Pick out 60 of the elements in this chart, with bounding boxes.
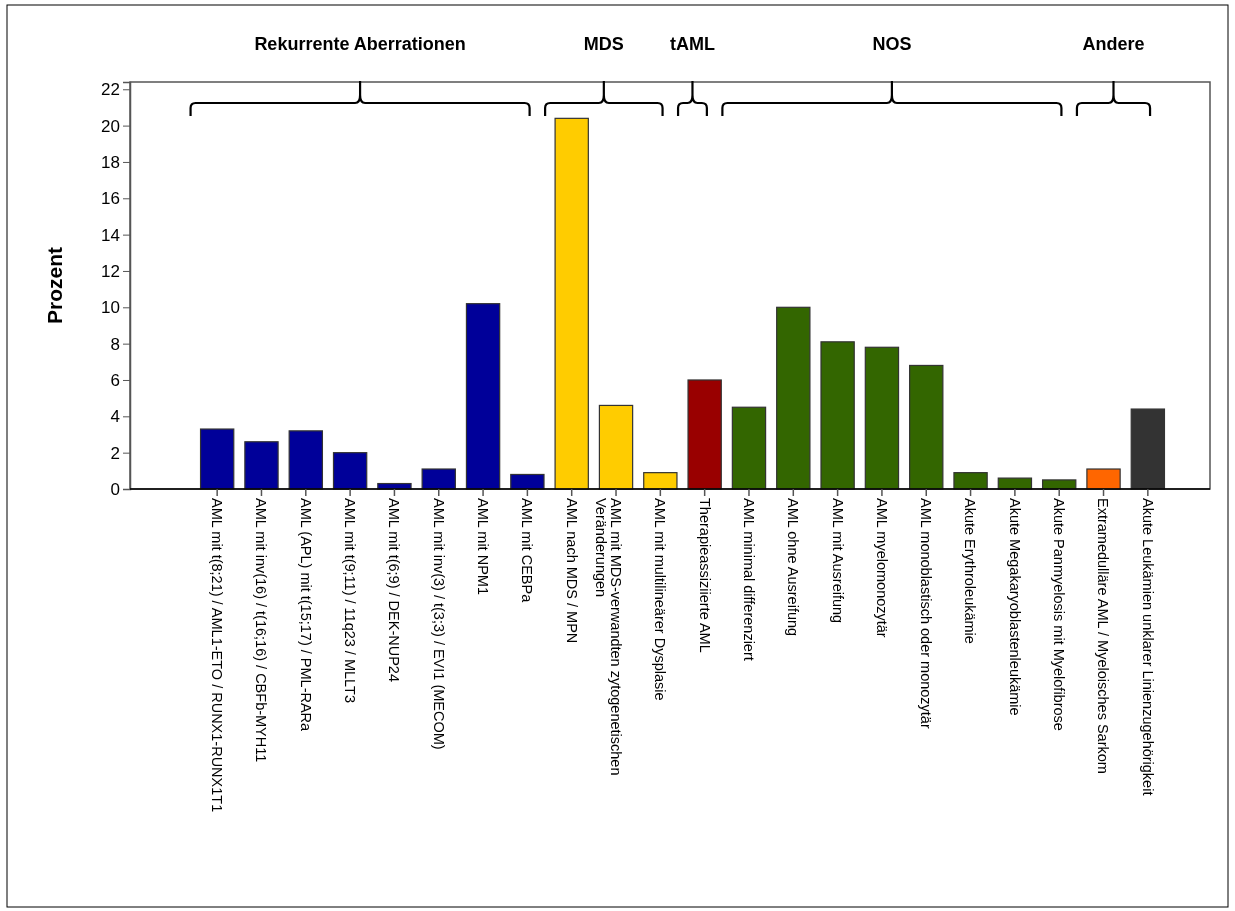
x-tick-label: Therapieassiziierte AML [696, 498, 713, 653]
x-tick-label: Extramedulläre AML / Myeloisches Sarkom [1095, 498, 1112, 774]
y-tick-label: 10 [101, 298, 120, 318]
x-tick-label: Akute Erythroleukämie [962, 498, 979, 644]
bar [1130, 408, 1166, 490]
x-tick-label: Akute Panmyelosis mit Myelofibrose [1051, 498, 1068, 731]
x-tick-label: AML mit Ausreifung [829, 498, 846, 624]
y-axis-title: Prozent [43, 246, 66, 325]
x-tick-label: AML mit NPM1 [474, 498, 491, 595]
x-tick-label: AML ohne Ausreifung [785, 498, 802, 637]
x-tick-label: AML mit t(8;21) / AML1-ETO / RUNX1-RUNX1T1 [209, 498, 226, 813]
bar [643, 472, 678, 490]
bar [687, 379, 722, 490]
x-tick-label: AML monoblastisch oder monozytär [918, 498, 935, 729]
x-tick-label: Akute Leukämien unklarer Linienzugehörigkeit [1139, 498, 1156, 796]
bar [465, 303, 501, 490]
x-tick-label: AML minimal differenziert [740, 498, 757, 661]
y-tick-label: 0 [110, 479, 120, 499]
y-tick-label: 4 [110, 407, 120, 427]
x-tick-label: AML myelomonozytär [873, 498, 890, 638]
x-tick-label: AML mit inv(16) / t(16;16) / CBFb-MYH11 [253, 498, 270, 763]
text: MDS [583, 34, 624, 54]
x-tick-label: AML mit t(6;9) / DEK-NUP24 [386, 498, 403, 682]
y-tick-label: 12 [101, 261, 120, 281]
bar [510, 473, 545, 490]
y-tick-label: 22 [101, 80, 120, 100]
bar [421, 468, 456, 490]
y-tick-label: 18 [101, 152, 120, 172]
x-tick-label: Akute Megakaryoblastenleukämie [1006, 498, 1023, 716]
y-tick-label: 16 [101, 189, 120, 209]
bar [288, 430, 324, 490]
bar [820, 341, 855, 490]
bar [909, 364, 944, 490]
text: Rekurrente Aberrationen [254, 34, 466, 54]
text: tAML [669, 34, 715, 54]
bar [953, 472, 988, 490]
y-tick-label: 8 [110, 334, 120, 354]
bar [864, 346, 900, 490]
text: Andere [1082, 34, 1145, 54]
bar [731, 406, 767, 490]
bar [598, 404, 634, 490]
text: NOS [872, 34, 912, 54]
bar [199, 428, 235, 490]
bar [332, 452, 368, 490]
bar [554, 117, 589, 490]
y-tick-label: 2 [110, 443, 120, 463]
x-tick-label: AML (APL) mit t(15;17) / PML-RARa [297, 498, 314, 733]
x-tick-label: AML mit inv(3) / t(3;3) / EVI1 (MECOM) [430, 498, 447, 750]
x-tick-label: AML mit t(9;11) / 11q23 / MLLT3 [342, 498, 359, 703]
bar [776, 306, 811, 490]
bar [244, 441, 279, 490]
y-tick-label: 20 [101, 116, 120, 136]
x-tick-label: AML mit MDS-verwandten zytogenetischen Veränderungen [592, 498, 624, 776]
y-tick-label: 6 [110, 370, 120, 390]
bar [1086, 468, 1121, 490]
x-tick-label: AML nach MDS / MPN [563, 498, 580, 644]
bar [997, 477, 1033, 490]
x-tick-label: AML mit CEBPa [519, 498, 536, 604]
y-tick-label: 14 [101, 225, 120, 245]
x-tick-label: AML mit multilineärer Dysplasie [652, 498, 669, 701]
